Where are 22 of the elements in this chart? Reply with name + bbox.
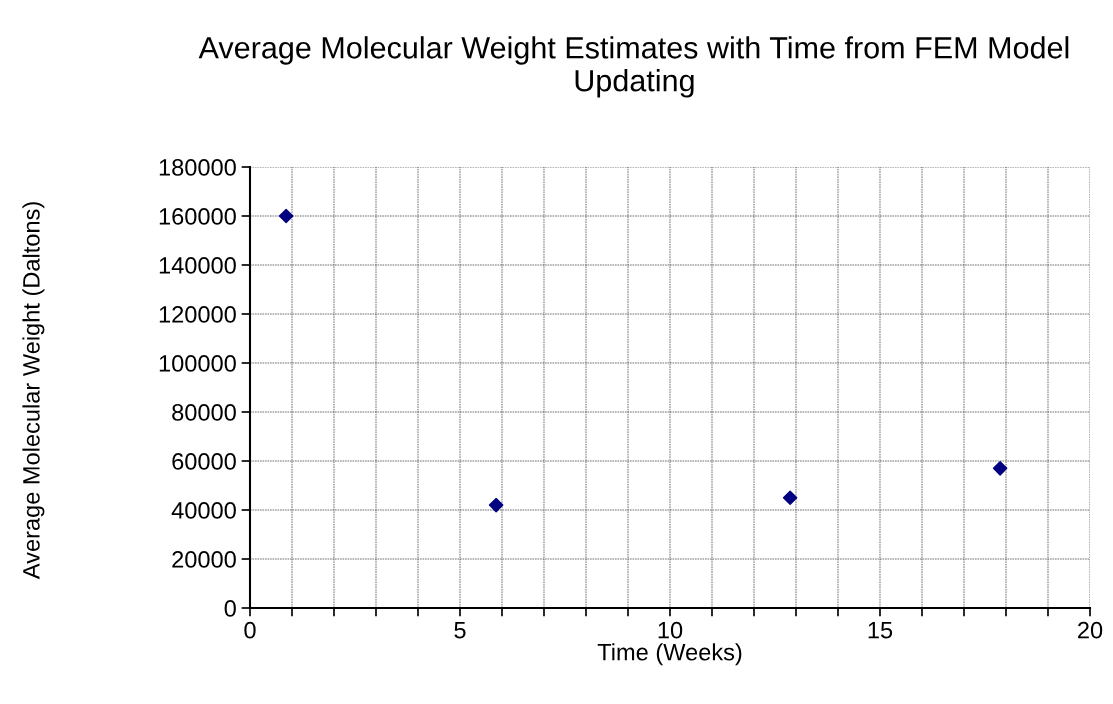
y-tick-label: 0 bbox=[224, 600, 236, 617]
y-tick-label: 60000 bbox=[172, 453, 236, 470]
y-tick-label: 80000 bbox=[172, 404, 236, 421]
y-tick-label: 120000 bbox=[159, 306, 236, 323]
x-tick-label: 20 bbox=[1078, 621, 1103, 639]
y-tick-label: 180000 bbox=[159, 159, 236, 176]
x-axis-title: Time (Weeks) bbox=[597, 643, 742, 666]
x-tick-label: 5 bbox=[454, 622, 466, 639]
point bbox=[992, 461, 1008, 476]
point bbox=[782, 490, 798, 506]
y-tick-label: 40000 bbox=[171, 502, 236, 519]
y-tick-label: 20000 bbox=[172, 551, 236, 568]
y-axis-title: Average Molecular Weight (Daltons) bbox=[22, 202, 45, 580]
x-tick-label: 10 bbox=[658, 621, 683, 639]
point bbox=[278, 208, 294, 224]
y-tick-label: 100000 bbox=[159, 355, 236, 372]
point bbox=[488, 497, 504, 513]
y-tick-label: 160000 bbox=[159, 208, 236, 225]
x-tick-label: 15 bbox=[868, 622, 893, 639]
y-tick-label: 140000 bbox=[159, 257, 236, 274]
chart-title: Average Molecular Weight Estimates with Time from FEM Model Updating bbox=[198, 36, 1069, 98]
x-tick-label: 0 bbox=[244, 621, 256, 639]
